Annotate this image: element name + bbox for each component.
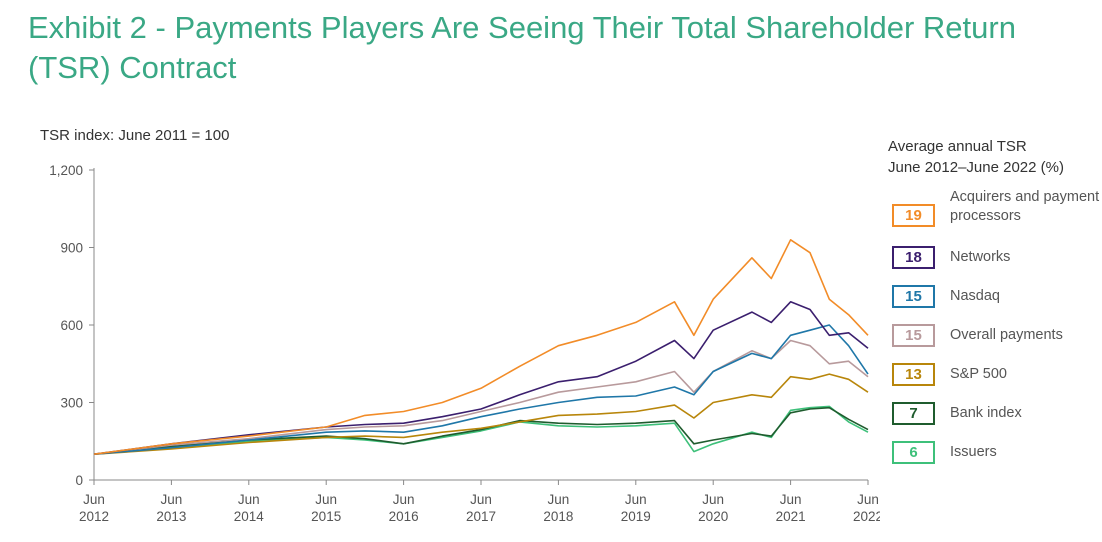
legend-title-line-1: Average annual TSR: [888, 138, 1027, 155]
legend-item: 6 Issuers: [892, 441, 1102, 464]
series-line-issuers: [93, 405, 869, 455]
legend-item: 19 Acquirers and payment processors: [892, 189, 1102, 234]
x-tick-month-label: Jun: [702, 492, 724, 507]
legend-item: 13 S&P 500: [892, 363, 1102, 386]
x-tick-year-label: 2021: [776, 509, 806, 524]
series-line-networks: [93, 300, 869, 455]
x-tick-year-label: 2018: [543, 509, 573, 524]
y-tick-label: 1,200: [49, 163, 83, 178]
y-tick-label: 300: [60, 396, 83, 411]
x-tick-month-label: Jun: [470, 492, 492, 507]
x-tick-year-label: 2020: [698, 509, 728, 524]
legend-series-label: Networks: [950, 249, 1011, 265]
legend-item: 18 Networks: [892, 246, 1102, 269]
legend-title: Average annual TSR June 2012–June 2022 (…: [888, 136, 1064, 178]
legend-tsr-value: 6: [892, 441, 935, 464]
legend-tsr-value: 7: [892, 402, 935, 425]
x-tick-year-label: 2015: [311, 509, 341, 524]
legend-tsr-value: 15: [892, 285, 935, 308]
x-tick-month-label: Jun: [393, 492, 415, 507]
y-tick-label: 0: [75, 473, 83, 488]
legend-tsr-value: 19: [892, 203, 935, 227]
legend-series-label: Bank index: [950, 405, 1022, 421]
legend-item: 7 Bank index: [892, 402, 1102, 425]
series-line-overall-payments: [93, 339, 869, 455]
x-tick-year-label: 2022: [853, 509, 880, 524]
legend-series-label: S&P 500: [950, 366, 1007, 382]
x-tick-year-label: 2014: [234, 509, 265, 524]
legend-series-label: Acquirers and payment processors: [950, 189, 1100, 224]
legend-item: 15 Overall payments: [892, 324, 1102, 347]
legend-tsr-value: 13: [892, 363, 935, 386]
x-tick-month-label: Jun: [238, 492, 260, 507]
chart-title: Exhibit 2 - Payments Players Are Seeing …: [28, 10, 1016, 85]
legend-item: 15 Nasdaq: [892, 285, 1102, 308]
x-tick-month-label: Jun: [161, 492, 183, 507]
y-tick-label: 900: [60, 241, 83, 256]
legend-tsr-value: 18: [892, 246, 935, 269]
y-axis-label: TSR index: June 2011 = 100: [40, 127, 230, 144]
x-tick-month-label: Jun: [548, 492, 570, 507]
x-tick-month-label: Jun: [315, 492, 337, 507]
legend-title-line-2: June 2012–June 2022 (%): [888, 159, 1064, 176]
legend-series-label: Overall payments: [950, 327, 1063, 343]
legend-series-label: Nasdaq: [950, 288, 1000, 304]
x-tick-year-label: 2012: [79, 509, 109, 524]
x-tick-month-label: Jun: [625, 492, 647, 507]
line-chart: 0 300 600 900 1,200 Jun 2012 Jun 2013 Jun 2014 Jun 2…: [49, 163, 880, 524]
x-tick-month-label: Jun: [857, 492, 879, 507]
x-tick-year-label: 2013: [156, 509, 186, 524]
x-tick-year-label: 2017: [466, 509, 496, 524]
legend-series-label: Issuers: [950, 444, 997, 460]
x-tick-year-label: 2016: [389, 509, 419, 524]
x-tick-year-label: 2019: [621, 509, 651, 524]
series-line-s-p-500: [93, 373, 869, 455]
x-tick-month-label: Jun: [83, 492, 105, 507]
series-line-nasdaq: [93, 324, 869, 455]
y-tick-label: 600: [60, 318, 83, 333]
x-tick-month-label: Jun: [780, 492, 802, 507]
legend-tsr-value: 15: [892, 324, 935, 347]
series-line-acquirers-and-payment-processors: [93, 239, 869, 455]
